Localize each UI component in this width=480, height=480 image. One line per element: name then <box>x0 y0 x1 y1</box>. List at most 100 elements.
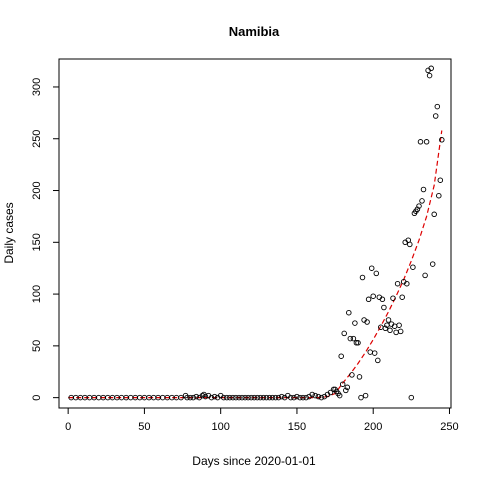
y-tick-label: 150 <box>31 233 43 251</box>
y-tick-label: 250 <box>31 130 43 148</box>
data-point <box>187 394 193 401</box>
data-point <box>230 394 236 401</box>
y-axis-label: Daily cases <box>2 202 16 263</box>
data-point <box>385 317 392 323</box>
data-point <box>397 328 404 335</box>
data-point <box>251 394 257 401</box>
data-point <box>236 394 242 401</box>
data-point <box>381 304 387 311</box>
data-point <box>382 325 389 332</box>
data-point <box>224 394 230 401</box>
data-point <box>312 392 318 399</box>
x-tick-label: 0 <box>65 421 71 433</box>
data-point <box>300 394 306 401</box>
x-tick-label: 200 <box>364 421 382 433</box>
data-point <box>193 393 200 400</box>
data-point <box>350 335 357 342</box>
x-tick-label: 50 <box>138 421 150 433</box>
data-point <box>220 394 227 401</box>
data-point <box>184 394 190 401</box>
data-point <box>309 391 315 398</box>
data-point <box>434 103 441 110</box>
data-point <box>288 394 294 401</box>
data-point <box>404 280 410 287</box>
data-point <box>341 330 347 337</box>
data-point <box>347 335 354 342</box>
data-point <box>399 294 405 300</box>
data-point <box>190 394 196 401</box>
data-point <box>315 393 322 400</box>
data-point <box>364 319 370 325</box>
data-point <box>248 394 254 401</box>
data-point <box>349 372 355 378</box>
data-point <box>275 394 282 401</box>
data-point <box>263 394 270 401</box>
data-point <box>365 296 372 303</box>
data-point <box>178 394 184 401</box>
data-point <box>260 394 267 401</box>
data-point <box>211 393 218 400</box>
data-point <box>407 241 413 248</box>
data-point <box>278 393 285 400</box>
data-point <box>416 203 422 209</box>
data-point <box>208 394 215 401</box>
x-tick-label: 250 <box>440 421 458 433</box>
data-point <box>266 394 273 401</box>
data-point <box>346 309 352 316</box>
data-point <box>368 265 375 271</box>
data-point <box>432 113 439 119</box>
data-point <box>417 139 424 145</box>
data-point <box>336 392 343 399</box>
data-point <box>436 192 442 199</box>
data-point <box>439 137 445 143</box>
data-point <box>245 394 251 401</box>
data-point <box>339 381 346 387</box>
data-point <box>356 374 363 380</box>
data-point <box>371 350 378 356</box>
data-point <box>414 206 421 212</box>
points-layer <box>68 65 445 401</box>
data-point <box>379 296 386 303</box>
x-axis: 0 50 100 150 200 250 <box>65 408 459 433</box>
data-point <box>375 357 381 364</box>
data-point <box>420 186 427 193</box>
y-tick-label: 50 <box>31 340 43 352</box>
data-point <box>199 392 206 399</box>
data-point <box>233 394 239 401</box>
y-tick-label: 0 <box>31 395 43 401</box>
plot-frame <box>58 58 452 409</box>
data-point <box>202 393 209 400</box>
data-point <box>396 322 402 328</box>
data-point <box>359 274 366 281</box>
y-axis: 0 50 100 150 200 250 300 <box>31 78 59 401</box>
data-point <box>428 65 434 72</box>
data-point <box>227 394 233 401</box>
data-point <box>437 177 444 183</box>
data-point <box>303 394 309 401</box>
plot-area <box>58 58 452 409</box>
data-point <box>242 394 248 401</box>
data-point <box>390 295 396 301</box>
data-point <box>358 394 364 401</box>
data-point <box>257 394 264 401</box>
data-point <box>269 394 276 401</box>
data-point <box>297 394 303 401</box>
data-point <box>394 280 401 287</box>
data-point <box>272 394 279 401</box>
data-point <box>338 353 344 359</box>
data-point <box>254 394 261 401</box>
data-point <box>370 293 376 299</box>
fit-layer <box>68 130 443 399</box>
chart-title: Namibia <box>229 24 280 39</box>
data-point <box>362 392 369 399</box>
data-point <box>426 72 433 79</box>
data-point <box>343 387 349 394</box>
data-point <box>410 264 416 270</box>
data-point <box>239 394 245 401</box>
data-point <box>318 394 325 401</box>
data-point <box>353 340 360 346</box>
data-point <box>327 389 334 396</box>
data-point <box>355 340 361 346</box>
data-point <box>408 394 415 401</box>
